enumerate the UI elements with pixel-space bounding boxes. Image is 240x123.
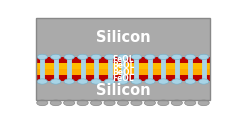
Circle shape (91, 54, 101, 60)
Circle shape (37, 79, 48, 84)
Circle shape (145, 54, 155, 60)
Text: BeOL: BeOL (112, 68, 134, 77)
Circle shape (104, 79, 115, 84)
Circle shape (145, 79, 155, 84)
Bar (36, 81, 210, 100)
Circle shape (118, 54, 128, 60)
Circle shape (158, 54, 168, 60)
Bar (36, 75, 210, 82)
Circle shape (131, 100, 142, 106)
Circle shape (117, 100, 129, 106)
Circle shape (158, 100, 169, 106)
Bar (36, 63, 210, 69)
Text: Silicon: Silicon (96, 83, 150, 98)
Circle shape (185, 79, 195, 84)
Circle shape (144, 100, 156, 106)
Circle shape (171, 100, 182, 106)
Circle shape (64, 100, 75, 106)
Circle shape (104, 100, 115, 106)
Bar (36, 18, 210, 57)
Circle shape (37, 54, 48, 60)
Circle shape (131, 54, 142, 60)
Bar (36, 69, 210, 75)
Circle shape (78, 79, 88, 84)
Circle shape (198, 100, 209, 106)
Circle shape (198, 54, 209, 60)
Circle shape (172, 54, 182, 60)
Circle shape (51, 54, 61, 60)
Circle shape (104, 54, 115, 60)
Circle shape (185, 54, 195, 60)
Circle shape (118, 79, 128, 84)
Circle shape (172, 79, 182, 84)
Circle shape (64, 54, 74, 60)
Circle shape (77, 100, 88, 106)
Bar (36, 57, 210, 63)
Circle shape (198, 79, 209, 84)
Circle shape (64, 79, 74, 84)
Circle shape (51, 79, 61, 84)
Text: Silicon: Silicon (96, 30, 150, 45)
Bar (36, 18, 210, 100)
Circle shape (37, 100, 48, 106)
Text: BeOL: BeOL (112, 62, 134, 70)
Circle shape (158, 79, 168, 84)
Circle shape (78, 54, 88, 60)
Circle shape (90, 100, 102, 106)
Circle shape (50, 100, 61, 106)
Circle shape (131, 79, 142, 84)
Circle shape (91, 79, 101, 84)
Text: FeOL: FeOL (112, 74, 134, 83)
Circle shape (185, 100, 196, 106)
Text: FeOL: FeOL (112, 55, 134, 64)
